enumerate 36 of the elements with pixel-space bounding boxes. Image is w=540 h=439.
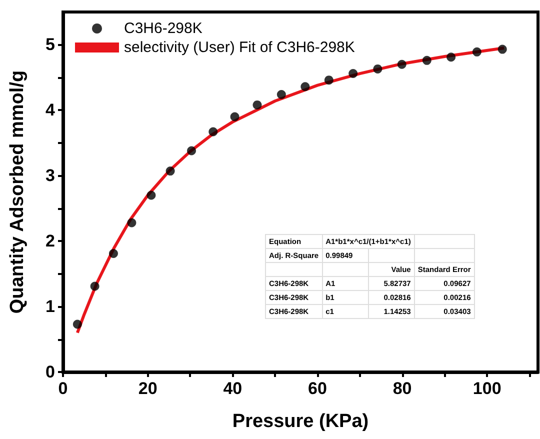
- point: [72, 320, 82, 329]
- point: [348, 69, 358, 78]
- point: [252, 100, 262, 110]
- point: [276, 90, 286, 99]
- point: [397, 60, 406, 69]
- point: [498, 44, 507, 54]
- point: [127, 218, 136, 228]
- x-tick-label: 20: [138, 379, 158, 398]
- y-tick-label: 2: [46, 232, 55, 251]
- point: [90, 282, 100, 291]
- x-tick-label: 100: [472, 379, 502, 398]
- x-tick-label: 80: [392, 379, 412, 398]
- x-axis-title: Pressure (KPa): [232, 411, 369, 432]
- y-tick-label: 4: [46, 100, 56, 120]
- point: [146, 190, 156, 200]
- x-tick-label: 40: [223, 379, 242, 398]
- point: [166, 166, 175, 176]
- point: [446, 52, 456, 62]
- point: [208, 127, 218, 136]
- point: [230, 112, 240, 122]
- point: [187, 146, 196, 156]
- point: [324, 76, 334, 85]
- y-tick-label: 5: [46, 35, 55, 54]
- point: [108, 249, 118, 258]
- legend-label: selectivity (User) Fit of C3H6-298K: [124, 39, 355, 56]
- y-tick-label: 3: [46, 166, 55, 186]
- x-tick-label: 0: [58, 379, 68, 398]
- point: [422, 56, 432, 65]
- y-tick-label: 1: [46, 297, 55, 316]
- point: [472, 47, 482, 56]
- point: [373, 64, 382, 74]
- point: [300, 82, 310, 92]
- legend-label: C3H6-298K: [124, 20, 202, 37]
- y-tick-label: 0: [46, 362, 55, 382]
- x-tick-label: 60: [308, 379, 327, 398]
- y-axis-title: Quantity Adsorbed mmol/g: [7, 70, 28, 314]
